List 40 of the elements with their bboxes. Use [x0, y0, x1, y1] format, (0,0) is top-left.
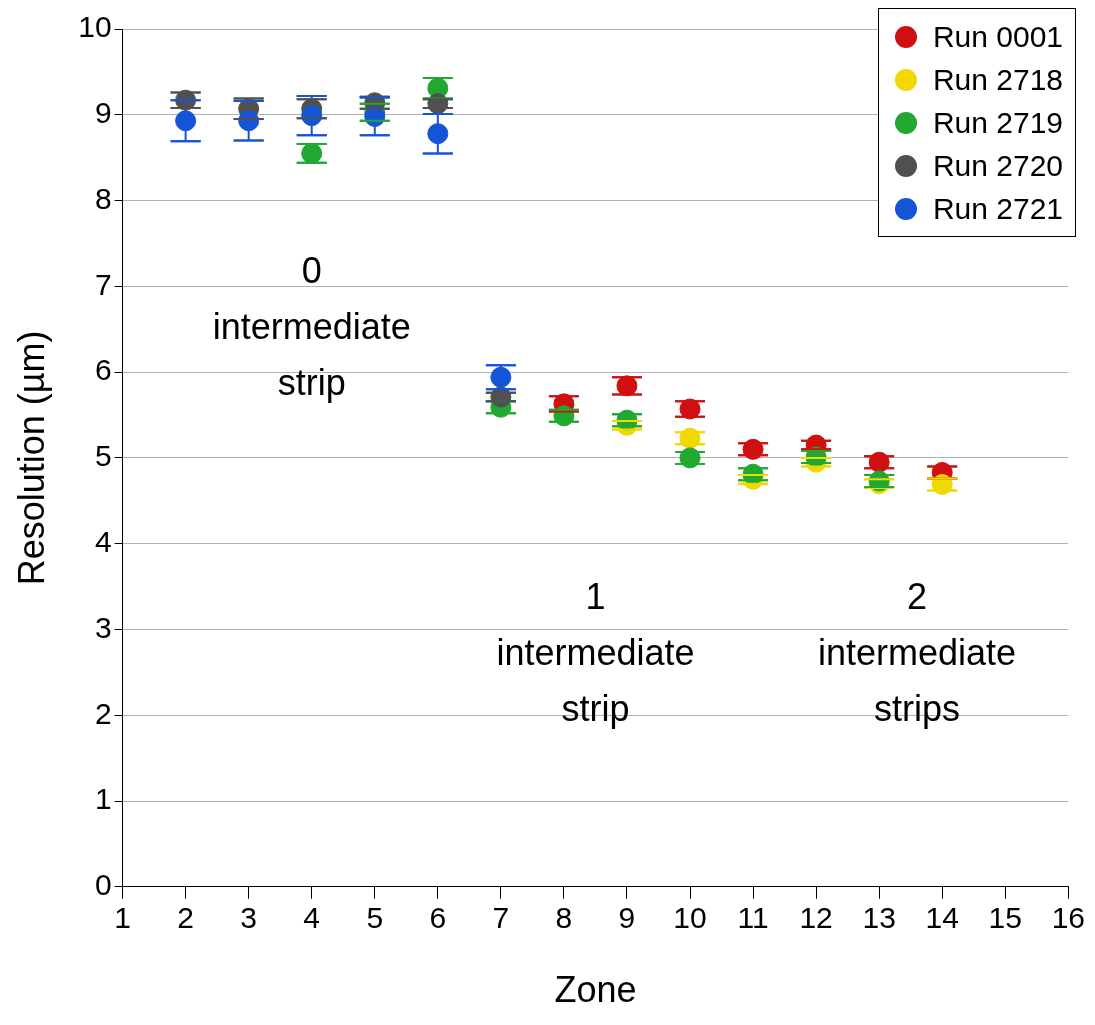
y-tick-label: 5: [94, 439, 112, 473]
y-tick-label: 10: [78, 10, 112, 44]
x-tick-label: 5: [366, 901, 384, 935]
x-tick-label: 10: [673, 901, 707, 935]
x-tick-label: 7: [492, 901, 510, 935]
legend-label: Run 2719: [932, 105, 1063, 140]
y-tick-label: 8: [94, 181, 112, 215]
x-tick-label: 16: [1051, 901, 1085, 935]
x-tick-label: 8: [555, 901, 573, 935]
legend-label: Run 0001: [932, 19, 1063, 54]
y-tick-label: 6: [94, 353, 112, 387]
annotation: 2 intermediate strips: [817, 576, 1017, 730]
x-tick-label: 12: [799, 901, 833, 935]
x-tick-label: 13: [862, 901, 896, 935]
point: [427, 123, 449, 145]
y-tick-label: 1: [94, 782, 112, 816]
x-tick-label: 4: [303, 901, 321, 935]
x-tick-label: 14: [925, 901, 959, 935]
x-tick-label: 11: [737, 901, 769, 935]
x-tick-label: 6: [429, 901, 447, 935]
point: [175, 110, 197, 132]
annotation: 1 intermediate strip: [496, 576, 695, 730]
x-tick-label: 3: [240, 901, 258, 935]
x-axis-title: Zone: [554, 969, 637, 1011]
point: [490, 366, 512, 388]
annotation: 0 intermediate strip: [212, 250, 411, 404]
x-tick-label: 9: [618, 901, 636, 935]
y-tick-label: 3: [94, 610, 112, 644]
y-tick-label: 0: [94, 868, 112, 902]
x-tick-label: 15: [988, 901, 1022, 935]
legend-label: Run 2718: [932, 62, 1063, 97]
y-tick-label: 9: [94, 96, 112, 130]
y-tick-label: 4: [94, 524, 112, 558]
y-tick-label: 7: [94, 267, 112, 301]
legend-label: Run 2721: [932, 191, 1063, 226]
legend-label: Run 2720: [932, 148, 1063, 183]
x-tick-label: 2: [177, 901, 194, 935]
point: [301, 142, 323, 164]
y-axis-title: Resolution (µm): [10, 330, 52, 586]
y-tick-label: 2: [94, 696, 112, 730]
